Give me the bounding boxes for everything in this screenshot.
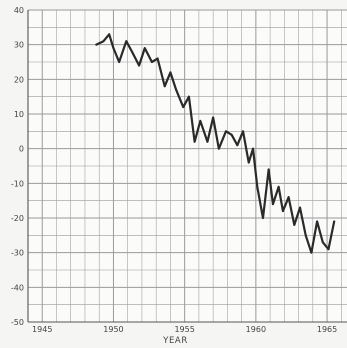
data-point xyxy=(304,234,307,237)
y-tick-label: -30 xyxy=(11,249,24,258)
data-point xyxy=(206,140,209,143)
data-point xyxy=(102,40,105,43)
y-tick-label: 20 xyxy=(14,75,24,84)
data-point xyxy=(282,210,284,212)
x-tick-labels: 1945 1950 1955 1960 1965 xyxy=(32,325,337,334)
data-point xyxy=(225,130,227,133)
data-point xyxy=(163,85,166,88)
y-tick-label: 0 xyxy=(19,145,24,154)
x-tick-label: 1960 xyxy=(246,325,266,334)
data-point xyxy=(112,47,115,50)
data-point xyxy=(193,140,196,143)
data-point xyxy=(230,133,233,136)
data-point xyxy=(182,106,185,108)
data-point xyxy=(277,185,280,188)
data-point xyxy=(316,220,318,223)
x-tick-label: 1950 xyxy=(103,325,123,334)
data-point xyxy=(267,168,270,171)
data-point xyxy=(175,88,178,91)
data-point xyxy=(118,61,121,63)
axes xyxy=(27,10,347,323)
data-point xyxy=(108,33,111,36)
data-point xyxy=(287,196,290,199)
x-tick-label: 1955 xyxy=(174,325,194,334)
data-point xyxy=(321,241,324,244)
y-tick-label: 10 xyxy=(14,110,24,119)
y-tick-label: 40 xyxy=(14,6,24,15)
data-point xyxy=(95,43,98,46)
x-axis-title: YEAR xyxy=(162,336,188,346)
data-point xyxy=(150,61,153,63)
data-point xyxy=(333,220,336,223)
data-point xyxy=(272,203,274,206)
data-point xyxy=(217,147,220,150)
y-tick-labels: 40 30 20 10 0 -10 -20 -30 -40 -50 xyxy=(11,6,24,327)
data-point xyxy=(125,40,128,43)
data-point xyxy=(156,57,159,60)
y-tick-label: -40 xyxy=(11,283,24,292)
minor-grid xyxy=(27,10,347,322)
data-point xyxy=(199,120,202,122)
y-tick-label: -10 xyxy=(11,179,24,188)
data-point xyxy=(212,116,215,119)
data-point xyxy=(138,64,140,67)
x-tick-label: 1965 xyxy=(317,325,337,334)
data-point xyxy=(299,206,301,209)
data-point xyxy=(131,50,133,53)
series-points xyxy=(95,33,336,254)
data-point xyxy=(327,248,330,251)
y-tick-label: -50 xyxy=(11,318,24,327)
data-point xyxy=(252,147,254,150)
data-point xyxy=(256,185,259,188)
x-tick-label: 1945 xyxy=(32,325,52,334)
data-point xyxy=(188,95,190,98)
data-point xyxy=(143,47,146,50)
y-tick-label: -20 xyxy=(11,214,24,223)
y-tick-label: 30 xyxy=(14,41,24,50)
data-point xyxy=(262,217,264,219)
data-point xyxy=(293,224,296,226)
data-point xyxy=(169,71,172,74)
data-point xyxy=(236,144,239,147)
data-point xyxy=(247,161,250,164)
data-point xyxy=(242,130,244,133)
series-line xyxy=(95,33,336,254)
data-point xyxy=(310,251,313,254)
